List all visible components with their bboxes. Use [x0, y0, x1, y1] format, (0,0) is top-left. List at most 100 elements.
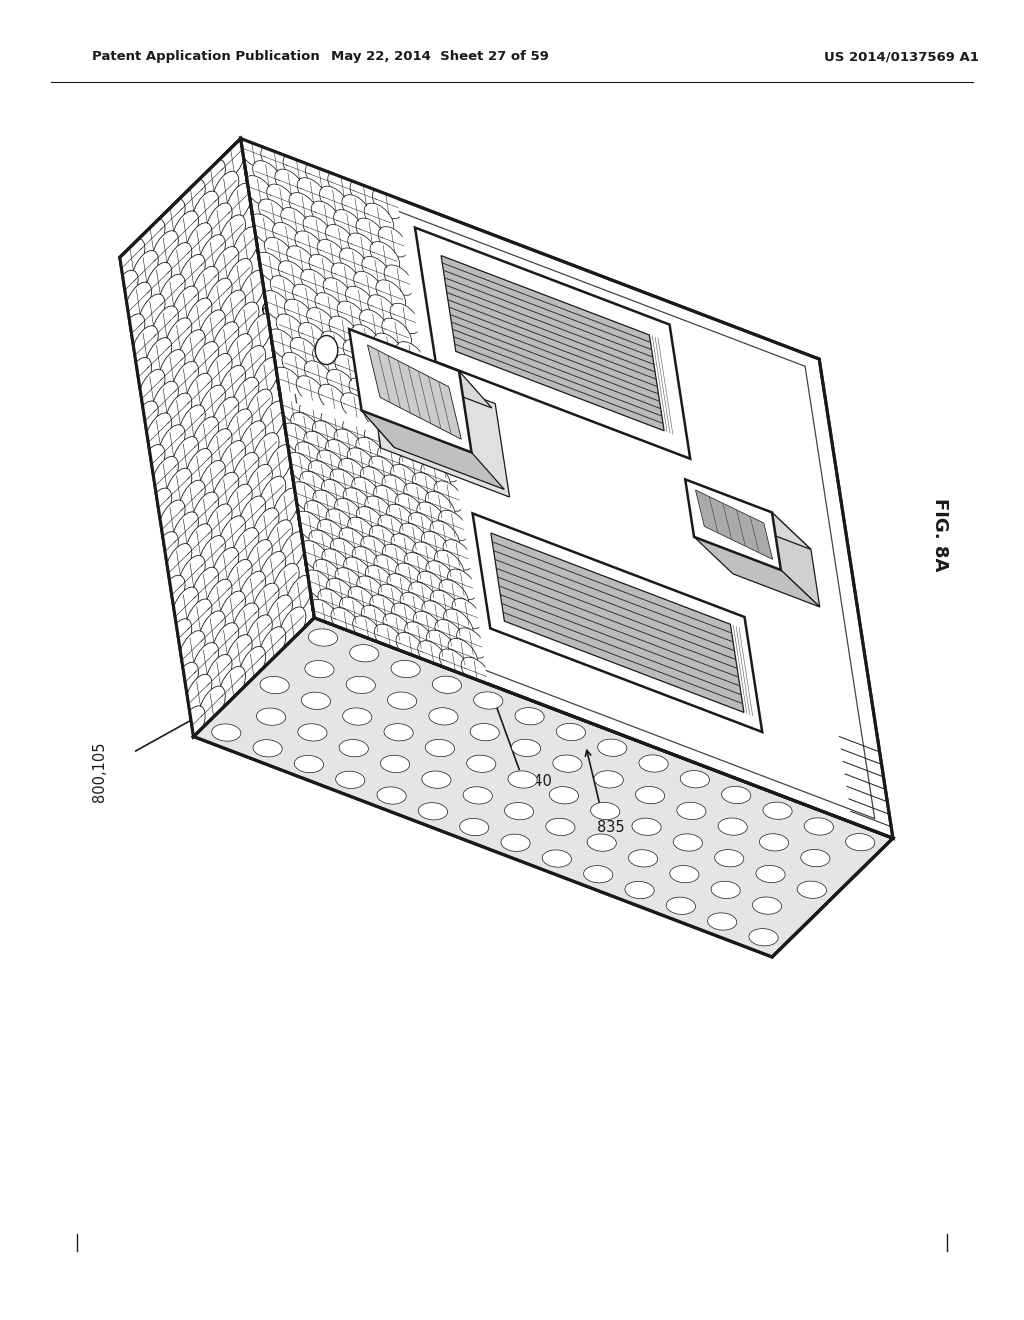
FancyArrowPatch shape	[325, 560, 349, 569]
PathPatch shape	[193, 643, 219, 682]
PathPatch shape	[359, 310, 389, 341]
PathPatch shape	[355, 437, 385, 467]
PathPatch shape	[360, 536, 390, 566]
FancyArrowPatch shape	[257, 622, 261, 647]
FancyArrowPatch shape	[154, 314, 176, 337]
FancyArrowPatch shape	[433, 601, 458, 610]
FancyArrowPatch shape	[143, 257, 146, 282]
FancyArrowPatch shape	[295, 426, 299, 450]
PathPatch shape	[334, 429, 364, 459]
PathPatch shape	[447, 569, 477, 599]
PathPatch shape	[219, 215, 246, 255]
PathPatch shape	[425, 739, 455, 756]
FancyArrowPatch shape	[348, 572, 351, 594]
PathPatch shape	[172, 362, 199, 401]
PathPatch shape	[199, 160, 225, 199]
FancyArrowPatch shape	[268, 528, 291, 550]
PathPatch shape	[317, 239, 347, 269]
PathPatch shape	[426, 561, 456, 591]
FancyArrowPatch shape	[269, 194, 294, 203]
FancyArrowPatch shape	[244, 535, 248, 560]
FancyArrowPatch shape	[315, 432, 339, 441]
FancyArrowPatch shape	[372, 467, 396, 477]
FancyArrowPatch shape	[396, 618, 399, 640]
Text: US 2014/0137569 A1: US 2014/0137569 A1	[823, 50, 979, 63]
FancyArrowPatch shape	[247, 186, 271, 195]
FancyArrowPatch shape	[234, 310, 257, 333]
FancyArrowPatch shape	[365, 480, 369, 504]
FancyArrowPatch shape	[261, 560, 284, 582]
FancyArrowPatch shape	[338, 578, 361, 587]
PathPatch shape	[632, 818, 662, 836]
FancyArrowPatch shape	[402, 533, 427, 543]
PathPatch shape	[199, 611, 225, 651]
FancyArrowPatch shape	[282, 272, 305, 281]
FancyArrowPatch shape	[195, 425, 216, 447]
FancyArrowPatch shape	[387, 558, 390, 582]
PathPatch shape	[132, 251, 159, 290]
FancyArrowPatch shape	[223, 630, 227, 655]
PathPatch shape	[145, 488, 172, 528]
FancyArrowPatch shape	[381, 298, 384, 322]
FancyArrowPatch shape	[264, 515, 267, 540]
FancyArrowPatch shape	[334, 335, 337, 358]
PathPatch shape	[401, 380, 431, 411]
FancyArrowPatch shape	[355, 198, 358, 222]
FancyArrowPatch shape	[398, 643, 423, 652]
FancyArrowPatch shape	[436, 491, 461, 500]
FancyArrowPatch shape	[174, 445, 197, 467]
FancyArrowPatch shape	[348, 358, 351, 381]
FancyArrowPatch shape	[339, 444, 342, 466]
PathPatch shape	[348, 586, 378, 616]
PathPatch shape	[256, 252, 286, 282]
FancyArrowPatch shape	[197, 455, 201, 480]
FancyArrowPatch shape	[323, 603, 326, 626]
FancyArrowPatch shape	[210, 392, 214, 417]
FancyArrowPatch shape	[324, 342, 348, 351]
FancyArrowPatch shape	[134, 409, 156, 432]
PathPatch shape	[343, 339, 373, 370]
PathPatch shape	[125, 282, 152, 322]
FancyArrowPatch shape	[295, 356, 299, 379]
Text: FIG. 8A: FIG. 8A	[931, 498, 949, 572]
FancyArrowPatch shape	[430, 576, 434, 598]
FancyArrowPatch shape	[195, 651, 216, 673]
FancyArrowPatch shape	[230, 297, 234, 322]
FancyArrowPatch shape	[150, 451, 154, 477]
PathPatch shape	[417, 572, 446, 602]
PathPatch shape	[232, 528, 259, 568]
FancyArrowPatch shape	[190, 337, 194, 362]
FancyArrowPatch shape	[163, 238, 167, 263]
PathPatch shape	[372, 387, 400, 417]
PathPatch shape	[357, 363, 387, 393]
FancyArrowPatch shape	[284, 218, 308, 227]
PathPatch shape	[145, 413, 172, 453]
PathPatch shape	[259, 627, 286, 667]
FancyArrowPatch shape	[373, 606, 396, 615]
PathPatch shape	[505, 803, 534, 820]
PathPatch shape	[312, 346, 342, 376]
FancyArrowPatch shape	[180, 714, 203, 737]
FancyArrowPatch shape	[223, 554, 227, 579]
FancyArrowPatch shape	[161, 583, 183, 606]
FancyArrowPatch shape	[280, 187, 284, 211]
PathPatch shape	[378, 445, 408, 477]
PathPatch shape	[378, 583, 408, 615]
FancyArrowPatch shape	[371, 305, 394, 314]
FancyArrowPatch shape	[344, 267, 348, 289]
FancyArrowPatch shape	[474, 661, 478, 684]
FancyArrowPatch shape	[329, 589, 353, 598]
PathPatch shape	[321, 411, 350, 441]
FancyArrowPatch shape	[290, 463, 313, 473]
PathPatch shape	[384, 723, 413, 741]
FancyArrowPatch shape	[354, 488, 379, 498]
PathPatch shape	[439, 579, 469, 610]
FancyArrowPatch shape	[403, 469, 408, 491]
FancyArrowPatch shape	[340, 582, 343, 605]
Polygon shape	[368, 345, 461, 440]
FancyArrowPatch shape	[325, 205, 328, 228]
FancyArrowPatch shape	[336, 220, 360, 230]
PathPatch shape	[461, 657, 490, 688]
FancyArrowPatch shape	[285, 433, 309, 442]
FancyArrowPatch shape	[204, 649, 207, 675]
